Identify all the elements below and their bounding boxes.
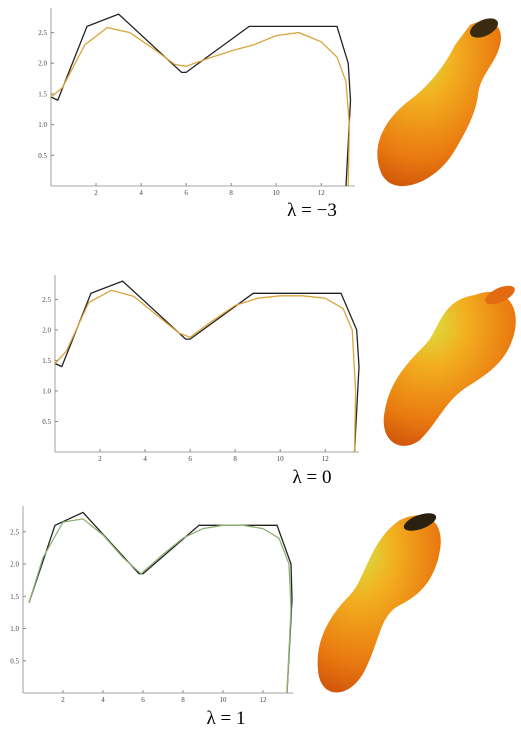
y-tick-label: 0.5 bbox=[10, 657, 19, 665]
y-tick-label: 1.5 bbox=[10, 593, 19, 601]
x-tick-label: 8 bbox=[233, 455, 237, 463]
x-tick-label: 4 bbox=[143, 455, 147, 463]
caption: λ = 1 bbox=[207, 708, 246, 729]
x-tick-label: 8 bbox=[181, 696, 185, 704]
series-line bbox=[50, 26, 351, 187]
y-tick-label: 2.5 bbox=[38, 29, 47, 37]
x-tick-label: 6 bbox=[184, 189, 188, 197]
chart: 2 4 6 8 10 12 0.5 1.0 1.5 2.0 2.5 λ = 1 bbox=[10, 506, 293, 729]
series-line bbox=[54, 280, 360, 453]
x-tick-label: 12 bbox=[322, 455, 330, 463]
render-3 bbox=[317, 513, 441, 693]
y-tick-label: 1.5 bbox=[38, 90, 47, 98]
x-tick-label: 10 bbox=[273, 189, 281, 197]
x-tick-label: 4 bbox=[139, 189, 143, 197]
x-tick-label: 8 bbox=[229, 189, 233, 197]
y-tick-label: 1.0 bbox=[42, 387, 51, 395]
x-tick-label: 4 bbox=[101, 696, 105, 704]
y-tick-label: 0.5 bbox=[42, 418, 51, 426]
x-tick-label: 12 bbox=[318, 189, 326, 197]
y-tick-label: 1.0 bbox=[10, 625, 19, 633]
y-tick-label: 1.5 bbox=[42, 357, 51, 365]
series-line bbox=[28, 518, 292, 694]
x-tick-label: 10 bbox=[220, 696, 228, 704]
x-tick-label: 2 bbox=[98, 455, 102, 463]
y-tick-label: 2.0 bbox=[38, 60, 47, 68]
render-1 bbox=[377, 18, 501, 187]
series-line bbox=[54, 289, 357, 453]
y-tick-label: 0.5 bbox=[38, 152, 47, 160]
y-tick-label: 2.0 bbox=[10, 561, 19, 569]
y-tick-label: 1.0 bbox=[38, 121, 47, 129]
x-tick-label: 2 bbox=[94, 189, 98, 197]
caption: λ = 0 bbox=[293, 467, 332, 488]
caption: λ = −3 bbox=[287, 200, 337, 221]
x-tick-label: 12 bbox=[260, 696, 268, 704]
y-tick-label: 2.0 bbox=[42, 326, 51, 334]
series-line bbox=[50, 13, 352, 187]
chart: 2 4 6 8 10 12 0.5 1.0 1.5 2.0 2.5 λ = 0 bbox=[42, 275, 360, 488]
y-tick-label: 2.5 bbox=[10, 528, 19, 536]
chart: 2 4 6 8 10 12 0.5 1.0 1.5 2.0 2.5 λ = −3 bbox=[38, 8, 355, 221]
x-tick-label: 2 bbox=[61, 696, 65, 704]
x-tick-label: 6 bbox=[188, 455, 192, 463]
x-tick-label: 10 bbox=[277, 455, 285, 463]
x-tick-label: 6 bbox=[141, 696, 145, 704]
series-line bbox=[28, 511, 293, 694]
y-tick-label: 2.5 bbox=[42, 296, 51, 304]
render-2 bbox=[383, 285, 516, 446]
